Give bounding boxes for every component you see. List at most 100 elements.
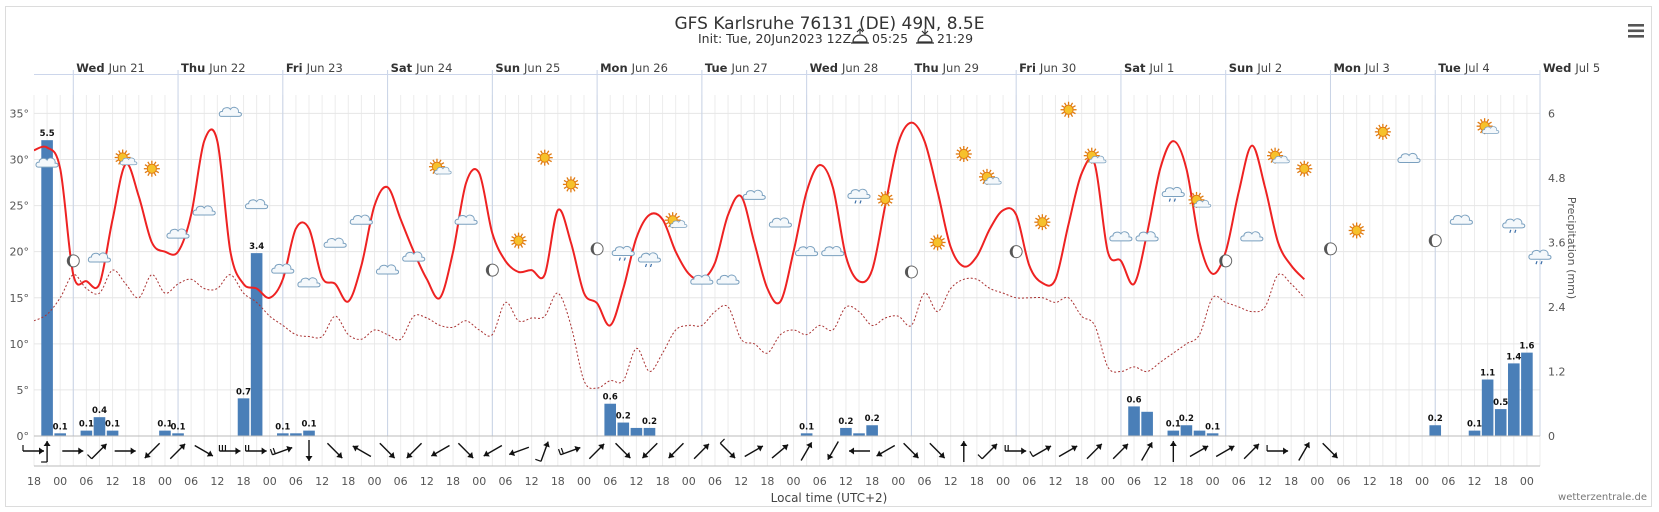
precipitation-bar — [277, 433, 289, 436]
precipitation-label: 0.2 — [865, 414, 880, 424]
x-tick-label: 00 — [577, 475, 591, 488]
wind-arrow — [269, 446, 293, 456]
day-name: Sun — [1229, 61, 1258, 75]
sun-shape — [1296, 160, 1313, 177]
precipitation-bar — [1193, 430, 1206, 436]
cloud-outline — [1528, 249, 1552, 260]
day-name: Mon — [600, 61, 632, 75]
cloud-icon — [35, 157, 59, 168]
sun-ray — [574, 186, 579, 189]
wind-arrow — [535, 441, 550, 462]
wind-barb — [977, 454, 983, 460]
wind-head — [467, 452, 474, 459]
x-tick-label: 18 — [1179, 475, 1193, 488]
x-tick-label: 06 — [708, 475, 722, 488]
sun-ray — [155, 164, 160, 167]
wind-head — [1202, 445, 1209, 452]
sun-ray — [1352, 234, 1355, 238]
day-date: Jun 27 — [730, 61, 767, 75]
sun-ray — [990, 172, 995, 175]
sun-ray — [115, 159, 119, 163]
sun-icon — [143, 160, 160, 177]
wind-arrow — [800, 441, 813, 461]
precipitation-label: 1.4 — [1506, 352, 1521, 362]
wind-arrow — [1112, 443, 1129, 460]
moon-icon — [904, 265, 918, 279]
day-label: Wed Jul 5 — [1543, 61, 1600, 75]
rain-drop — [859, 200, 862, 204]
wind-head — [305, 456, 313, 461]
wind-arrow — [960, 441, 968, 462]
x-tick-label: 00 — [53, 475, 67, 488]
wind-arrow — [144, 442, 161, 459]
precipitation-label: 1.6 — [1519, 342, 1534, 352]
sun-shape — [1034, 214, 1051, 231]
sunrise-time: 05:25 — [872, 31, 908, 46]
wind-arrow — [457, 442, 474, 459]
wind-head — [1303, 442, 1310, 449]
x-tick-label: 18 — [1284, 475, 1298, 488]
cloud-shape — [742, 189, 766, 200]
sun-ray — [668, 224, 671, 228]
cloud-shape — [434, 166, 452, 175]
sun-ray — [877, 194, 882, 198]
init-label: Init: Tue, 20Jun2023 12Z — [698, 31, 851, 46]
sun-ray — [1349, 232, 1353, 236]
cloud-shape — [1109, 231, 1133, 242]
moon-icon — [485, 263, 499, 277]
sun-cloud-icon — [1476, 118, 1500, 135]
x-tick-label: 00 — [263, 475, 277, 488]
sun-ray — [1486, 118, 1490, 123]
sun-cloud-icon — [428, 158, 452, 175]
sun-ray — [432, 159, 436, 163]
sun-ray — [1349, 225, 1353, 229]
precipitation-label: 0.6 — [1127, 395, 1142, 405]
day-name: Wed — [76, 61, 108, 75]
cloud-icon — [1135, 231, 1159, 242]
cloud-icon — [716, 274, 740, 285]
sun-cloud-icon — [114, 149, 138, 166]
cloud-icon — [271, 263, 295, 274]
x-tick-label: 00 — [996, 475, 1010, 488]
cloud-shape — [1528, 249, 1552, 260]
hamburger-menu-icon[interactable] — [1625, 20, 1647, 42]
wind-head — [574, 446, 581, 453]
sun-ray — [144, 170, 148, 174]
x-tick-label: 18 — [1389, 475, 1403, 488]
sun-ray — [126, 152, 130, 156]
cloud-outline — [1109, 231, 1133, 242]
wind-head — [806, 442, 813, 449]
cloud-outline — [742, 189, 766, 200]
wind-arrow — [827, 441, 839, 461]
wind-head — [179, 443, 186, 450]
sunset-icon — [916, 29, 934, 44]
precipitation-label: 0.1 — [1166, 420, 1181, 430]
precipitation-label: 0.1 — [105, 420, 120, 430]
wind-arrow — [588, 443, 605, 460]
sun-disc — [932, 237, 943, 248]
x-tick-label: 06 — [603, 475, 617, 488]
x-tick-label: 12 — [1363, 475, 1377, 488]
precipitation-label: 0.2 — [1428, 414, 1443, 424]
cloud-shape — [297, 277, 321, 288]
x-tick-label: 06 — [1441, 475, 1455, 488]
cloud-outline — [87, 252, 111, 263]
precipitation-label: 5.5 — [40, 129, 55, 139]
cloud-outline — [454, 214, 478, 225]
precipitation-bar — [250, 253, 263, 436]
day-date: Jun 26 — [631, 61, 668, 75]
sun-disc — [565, 179, 577, 190]
line-series — [34, 121, 1306, 389]
day-date: Jul 3 — [1364, 61, 1390, 75]
sun-ray — [1386, 133, 1391, 137]
sun-ray — [1352, 223, 1355, 227]
sun-ray — [889, 194, 893, 198]
rain-cloud-icon — [1502, 218, 1526, 234]
sun-ray — [1360, 232, 1364, 236]
sun-ray — [1267, 157, 1272, 161]
sun-ray — [1477, 121, 1481, 125]
sun-ray — [1070, 113, 1074, 117]
sun-disc — [958, 148, 969, 160]
sun-ray — [566, 188, 569, 192]
y-left-tick-label: 10° — [10, 338, 30, 351]
